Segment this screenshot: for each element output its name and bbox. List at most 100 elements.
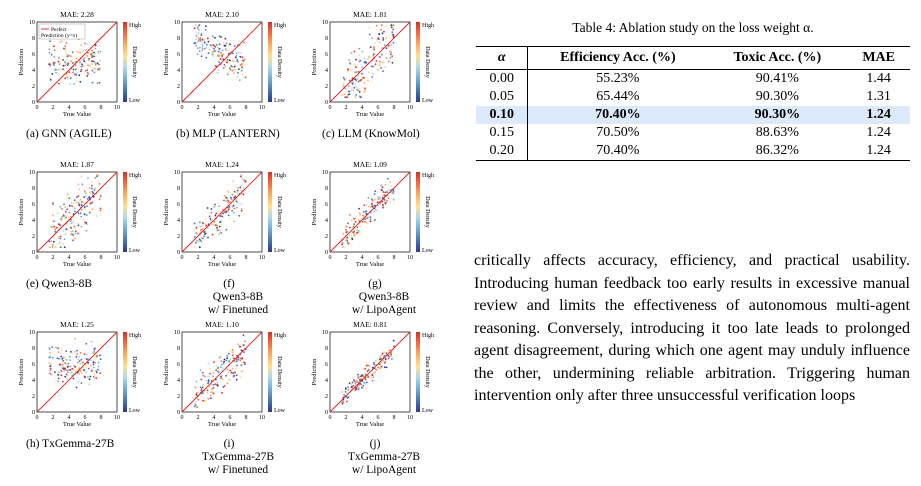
data-point bbox=[367, 57, 369, 60]
legend-prediction-label: Prediction (y=x) bbox=[41, 32, 77, 39]
data-point bbox=[353, 223, 355, 226]
data-point bbox=[363, 204, 366, 207]
table-cell: 0.10 bbox=[476, 106, 529, 124]
panel-caption-line: w/ LipoAgent bbox=[351, 464, 417, 476]
colorbar bbox=[268, 332, 272, 412]
colorbar-title: Data Density bbox=[276, 46, 282, 78]
legend-box bbox=[38, 23, 86, 40]
data-point bbox=[387, 350, 389, 352]
data-point bbox=[94, 358, 96, 361]
data-point bbox=[364, 378, 367, 381]
data-point bbox=[382, 37, 385, 39]
data-point bbox=[351, 238, 354, 241]
colorbar bbox=[268, 172, 272, 252]
data-point bbox=[371, 379, 374, 382]
data-point bbox=[220, 366, 222, 368]
data-point bbox=[356, 76, 358, 78]
data-point bbox=[372, 65, 375, 68]
colorbar bbox=[123, 332, 127, 412]
data-point bbox=[239, 55, 242, 58]
table-cell: 88.63% bbox=[755, 125, 799, 140]
data-point bbox=[362, 211, 365, 213]
data-point bbox=[348, 59, 351, 61]
data-point bbox=[98, 63, 100, 66]
data-point bbox=[76, 349, 78, 352]
data-point bbox=[69, 82, 71, 85]
data-point bbox=[371, 199, 374, 202]
data-point bbox=[385, 352, 388, 355]
x-tick-label: 8 bbox=[245, 105, 248, 111]
data-point bbox=[349, 214, 351, 216]
data-point bbox=[219, 215, 222, 217]
data-point bbox=[376, 201, 379, 204]
data-point bbox=[218, 35, 221, 38]
data-point bbox=[88, 378, 91, 381]
data-point bbox=[84, 56, 87, 59]
data-point bbox=[213, 221, 216, 223]
data-point bbox=[76, 51, 78, 53]
data-point bbox=[69, 356, 72, 358]
data-point bbox=[73, 199, 76, 202]
data-point bbox=[350, 386, 353, 388]
data-point bbox=[341, 242, 344, 244]
x-tick-label: 4 bbox=[68, 105, 71, 111]
data-point bbox=[371, 203, 373, 205]
data-point bbox=[201, 37, 204, 40]
data-point bbox=[99, 358, 102, 361]
data-point bbox=[204, 28, 207, 31]
data-point bbox=[370, 56, 372, 59]
data-point bbox=[366, 222, 369, 225]
panel-caption-text: LLM (KnowMol) bbox=[337, 128, 420, 140]
data-point bbox=[207, 379, 210, 382]
data-point bbox=[233, 190, 236, 193]
data-point bbox=[243, 351, 245, 353]
mae-title: MAE: 1.24 bbox=[205, 160, 239, 169]
data-point bbox=[48, 373, 51, 375]
data-point bbox=[52, 214, 54, 217]
data-point bbox=[392, 339, 395, 342]
data-point bbox=[69, 55, 72, 57]
data-point bbox=[355, 58, 357, 61]
data-point bbox=[389, 53, 392, 56]
data-point bbox=[238, 214, 241, 217]
data-point bbox=[100, 194, 102, 197]
colorbar-title: Data Density bbox=[131, 46, 137, 78]
y-tick-label: 8 bbox=[177, 346, 180, 352]
x-tick-label: 2 bbox=[197, 105, 200, 111]
data-point bbox=[235, 367, 237, 370]
data-point bbox=[66, 366, 69, 368]
table-row: 0.10 70.40% 90.30% 1.24 bbox=[476, 106, 910, 124]
plot-frame bbox=[329, 171, 411, 253]
data-point bbox=[201, 39, 204, 41]
data-point bbox=[86, 75, 89, 77]
data-point bbox=[372, 73, 375, 75]
data-point bbox=[347, 389, 350, 392]
scatter-panel-j: MAE: 0.81 0 0 2 2 4 4 6 6 8 8 10 10 True Value Predict… bbox=[298, 318, 448, 468]
x-axis-label: True Value bbox=[63, 421, 91, 428]
data-point bbox=[211, 391, 213, 394]
data-point bbox=[374, 190, 377, 193]
data-point bbox=[84, 48, 87, 51]
data-point bbox=[97, 361, 100, 364]
scatter-plot: MAE: 1.24 00 2 2 4 4 6 6 8 8 10 10 True Value Predict… bbox=[163, 160, 286, 268]
data-point bbox=[94, 187, 97, 190]
x-tick-label: 0 bbox=[181, 415, 184, 421]
x-axis-label: True Value bbox=[208, 111, 236, 118]
data-point bbox=[369, 216, 372, 218]
perfect-line bbox=[181, 171, 263, 253]
data-point bbox=[229, 194, 232, 197]
x-tick-label: 4 bbox=[68, 415, 71, 421]
data-point bbox=[230, 371, 233, 374]
data-point bbox=[233, 357, 235, 360]
data-point bbox=[355, 66, 357, 69]
mae-title: MAE: 1.09 bbox=[353, 160, 387, 169]
data-point bbox=[351, 83, 354, 85]
data-point bbox=[240, 207, 243, 210]
data-point bbox=[58, 371, 60, 374]
data-point bbox=[50, 373, 53, 376]
data-point bbox=[90, 180, 93, 183]
data-point bbox=[212, 55, 215, 57]
y-tick-label: 4 bbox=[177, 378, 180, 384]
data-point bbox=[387, 189, 390, 192]
x-tick-label: 8 bbox=[100, 105, 103, 111]
